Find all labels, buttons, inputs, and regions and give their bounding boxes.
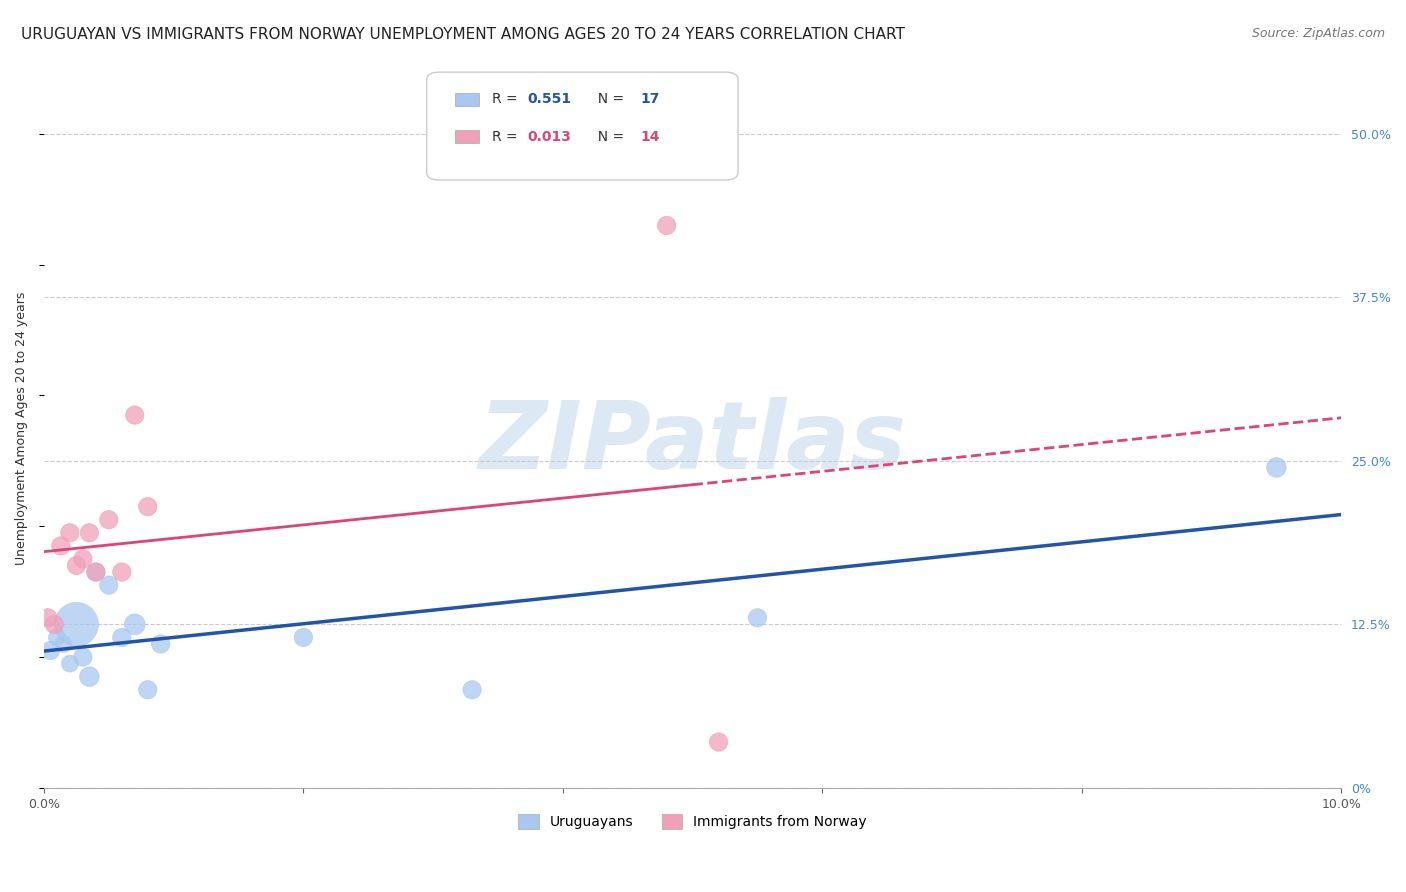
Text: Source: ZipAtlas.com: Source: ZipAtlas.com	[1251, 27, 1385, 40]
Point	[124, 617, 146, 632]
Point	[84, 565, 107, 579]
Point	[97, 513, 120, 527]
Point	[747, 611, 769, 625]
FancyBboxPatch shape	[426, 72, 738, 180]
Point	[707, 735, 730, 749]
Point	[97, 578, 120, 592]
Bar	[456, 130, 478, 144]
Point	[655, 219, 678, 233]
Point	[292, 631, 315, 645]
Point	[44, 617, 66, 632]
Point	[1265, 460, 1288, 475]
Text: N =: N =	[589, 130, 628, 144]
Point	[84, 565, 107, 579]
Text: R =: R =	[492, 93, 522, 106]
Bar	[456, 93, 478, 106]
Point	[124, 408, 146, 422]
Legend: Uruguayans, Immigrants from Norway: Uruguayans, Immigrants from Norway	[513, 809, 873, 835]
Point	[59, 525, 82, 540]
Point	[65, 617, 87, 632]
Point	[461, 682, 484, 697]
Text: 0.551: 0.551	[527, 93, 572, 106]
Point	[111, 565, 134, 579]
Point	[72, 650, 94, 665]
Y-axis label: Unemployment Among Ages 20 to 24 years: Unemployment Among Ages 20 to 24 years	[15, 292, 28, 565]
Text: ZIPatlas: ZIPatlas	[478, 397, 907, 489]
Text: URUGUAYAN VS IMMIGRANTS FROM NORWAY UNEMPLOYMENT AMONG AGES 20 TO 24 YEARS CORRE: URUGUAYAN VS IMMIGRANTS FROM NORWAY UNEM…	[21, 27, 905, 42]
Point	[49, 539, 72, 553]
Point	[136, 500, 159, 514]
Point	[59, 657, 82, 671]
Point	[39, 643, 62, 657]
Point	[111, 631, 134, 645]
Text: 0.013: 0.013	[527, 130, 572, 144]
Point	[72, 552, 94, 566]
Text: N =: N =	[589, 93, 628, 106]
Text: 17: 17	[641, 93, 659, 106]
Text: R =: R =	[492, 130, 522, 144]
Point	[149, 637, 172, 651]
Point	[79, 525, 101, 540]
Point	[46, 631, 69, 645]
Point	[37, 611, 59, 625]
Point	[136, 682, 159, 697]
Text: 14: 14	[641, 130, 661, 144]
Point	[65, 558, 87, 573]
Point	[79, 670, 101, 684]
Point	[52, 637, 75, 651]
